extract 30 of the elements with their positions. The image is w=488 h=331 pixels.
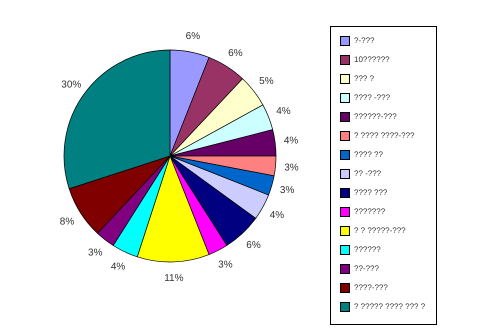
data-label: 3% [218, 260, 233, 271]
legend-label: ???? -??? [354, 93, 391, 102]
legend-label: ???? ??? [354, 188, 388, 197]
legend-label: ????-??? [354, 283, 388, 292]
data-label: 3% [88, 247, 103, 258]
legend-label: ?? -??? [354, 169, 382, 178]
data-label: 6% [186, 31, 200, 42]
data-label: 6% [246, 240, 261, 251]
data-label: 4% [110, 261, 126, 272]
data-label: 6% [228, 48, 243, 59]
data-label: 5% [259, 76, 274, 88]
legend-label: ??-??? [354, 264, 380, 273]
data-label: 3% [284, 162, 299, 174]
legend-label: ? ???? ????-??? [354, 131, 416, 140]
legend-label: ? ? ?????-??? [354, 226, 406, 235]
data-label: 11% [164, 272, 184, 284]
legend-label: ?????? [354, 245, 382, 254]
data-label: 30% [61, 79, 82, 90]
data-label: 4% [284, 136, 298, 147]
legend-label: ??? ? [354, 74, 375, 83]
legend-label: ?-??? [354, 36, 376, 45]
data-label: 3% [280, 185, 294, 196]
legend-label: 10?????? [354, 55, 390, 64]
data-label: 8% [60, 216, 74, 228]
legend-label: ??????-??? [354, 112, 398, 121]
legend-label: ? ????? ???? ??? ? [354, 302, 426, 311]
data-label: 4% [270, 210, 284, 221]
data-label: 4% [276, 106, 291, 118]
legend-label: ???? ?? [354, 150, 384, 159]
legend-label: ??????? [354, 207, 386, 216]
